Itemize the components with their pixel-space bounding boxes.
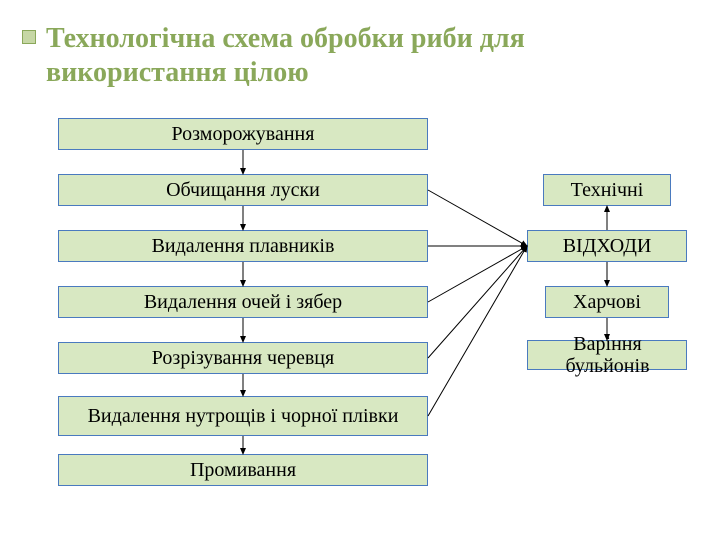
flow-box-eyes: Видалення очей і зябер — [58, 286, 428, 318]
flow-box-label: Розрізування черевця — [152, 347, 334, 369]
flow-box-label: Технічні — [571, 179, 644, 201]
flow-box-label: Промивання — [190, 459, 296, 481]
flow-box-food: Харчові — [545, 286, 669, 318]
flow-box-label: Обчищання луски — [166, 179, 320, 201]
flow-box-technical: Технічні — [543, 174, 671, 206]
flow-box-label: Видалення нутрощів і чорної плівки — [88, 405, 399, 427]
slide-title: Технологічна схема обробки риби для вико… — [46, 22, 666, 89]
flow-box-guts: Видалення нутрощів і чорної плівки — [58, 396, 428, 436]
flow-box-waste: ВІДХОДИ — [527, 230, 687, 262]
flow-box-cut: Розрізування черевця — [58, 342, 428, 374]
flow-box-wash: Промивання — [58, 454, 428, 486]
flow-box-defrost: Розморожування — [58, 118, 428, 150]
label-broth_label: Варіння бульйонів — [530, 333, 685, 377]
flow-box-label: Розморожування — [172, 123, 315, 145]
flow-box-label: Видалення плавників — [152, 235, 335, 257]
title-bullet — [22, 30, 36, 44]
flow-box-label: ВІДХОДИ — [563, 235, 652, 257]
flow-box-fins: Видалення плавників — [58, 230, 428, 262]
flow-box-label: Харчові — [573, 291, 641, 313]
flow-box-label: Видалення очей і зябер — [144, 291, 342, 313]
flow-box-scales: Обчищання луски — [58, 174, 428, 206]
